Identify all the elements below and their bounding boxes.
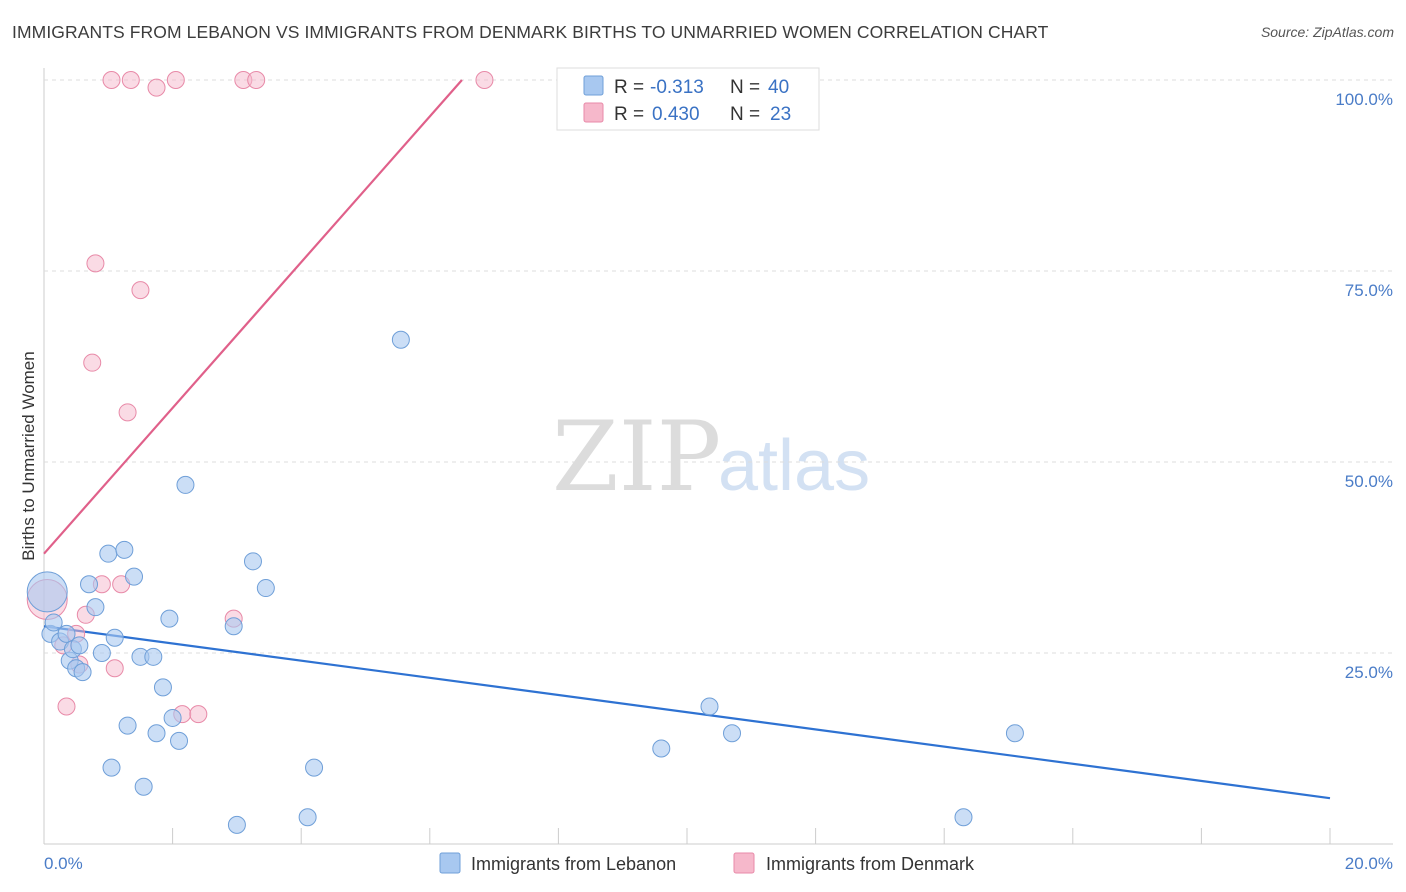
point-lebanon [44, 613, 63, 632]
x-tick-label-min: 0.0% [44, 854, 83, 873]
point-lebanon [92, 644, 111, 662]
y-axis-label: Births to Unmarried Women [19, 351, 38, 560]
point-lebanon [243, 552, 262, 571]
point-lebanon [26, 571, 68, 613]
point-lebanon [153, 678, 172, 697]
correlation-legend: R = -0.313 N = 40 R = 0.430 N = 23 [556, 67, 820, 131]
point-lebanon [99, 544, 118, 563]
legend-n-label-lebanon: N = [730, 77, 760, 98]
point-lebanon [723, 724, 742, 743]
point-lebanon [147, 724, 166, 743]
data-points [26, 71, 1024, 834]
point-denmark [247, 71, 266, 89]
x-axis-ticks [43, 828, 1331, 844]
trend-line-denmark [43, 79, 463, 555]
x-tick-label-max: 20.0% [1345, 854, 1393, 873]
series-legend-label-denmark: Immigrants from Denmark [766, 854, 975, 874]
series-legend: Immigrants from Lebanon Immigrants from … [439, 852, 975, 874]
watermark-zip: ZIP [552, 401, 721, 513]
point-lebanon [954, 808, 973, 827]
point-lebanon [86, 598, 105, 617]
point-lebanon [224, 617, 243, 636]
legend-swatch-denmark [583, 102, 604, 123]
y-tick-label: 75.0% [1345, 281, 1393, 300]
point-denmark [121, 71, 140, 89]
point-lebanon [57, 624, 76, 643]
point-lebanon [227, 815, 246, 834]
watermark-atlas: atlas [718, 426, 870, 506]
point-lebanon [1005, 724, 1024, 743]
point-lebanon [391, 330, 410, 349]
legend-n-label-denmark: N = [730, 104, 760, 125]
point-denmark [166, 71, 185, 89]
point-lebanon [80, 575, 99, 594]
point-lebanon [118, 716, 137, 735]
point-denmark [86, 254, 105, 273]
legend-r-value-lebanon: -0.313 [650, 77, 704, 98]
point-lebanon [134, 777, 153, 796]
y-tick-label: 25.0% [1345, 663, 1393, 682]
point-lebanon [160, 609, 179, 628]
point-lebanon [163, 708, 182, 727]
trend-line-lebanon [43, 625, 1331, 800]
point-lebanon [176, 475, 195, 494]
legend-r-label-lebanon: R = [614, 77, 644, 98]
point-lebanon [144, 647, 163, 666]
point-lebanon [700, 697, 719, 716]
point-lebanon [70, 636, 89, 655]
legend-r-value-denmark: 0.430 [652, 104, 700, 125]
point-lebanon [125, 567, 144, 586]
point-lebanon [256, 579, 275, 598]
legend-n-value-lebanon: 40 [768, 77, 789, 98]
series-legend-label-lebanon: Immigrants from Lebanon [471, 854, 676, 874]
point-denmark [118, 403, 137, 422]
source-credit: Source: ZipAtlas.com [1260, 24, 1394, 40]
point-denmark [105, 659, 124, 678]
chart-title: IMMIGRANTS FROM LEBANON VS IMMIGRANTS FR… [12, 22, 1049, 42]
point-denmark [83, 353, 102, 372]
point-lebanon [298, 808, 317, 827]
point-denmark [475, 71, 494, 89]
point-lebanon [105, 628, 124, 647]
y-axis-tick-labels: 25.0% 50.0% 75.0% 100.0% [1335, 90, 1393, 682]
point-denmark [147, 78, 166, 97]
series-legend-swatch-lebanon [439, 852, 461, 874]
point-denmark [102, 71, 121, 89]
point-denmark [189, 705, 208, 724]
series-legend-swatch-denmark [733, 852, 755, 874]
y-tick-label: 50.0% [1345, 472, 1393, 491]
point-denmark [131, 281, 150, 300]
point-lebanon [652, 739, 671, 758]
legend-r-label-denmark: R = [614, 104, 644, 125]
y-tick-label: 100.0% [1335, 90, 1393, 109]
point-lebanon [73, 663, 92, 682]
point-denmark [57, 697, 76, 716]
point-lebanon [170, 731, 189, 750]
legend-n-value-denmark: 23 [770, 104, 791, 125]
point-lebanon [115, 540, 134, 559]
point-lebanon [305, 758, 324, 777]
legend-swatch-lebanon [583, 75, 604, 96]
point-lebanon [102, 758, 121, 777]
trend-lines [43, 79, 1331, 800]
